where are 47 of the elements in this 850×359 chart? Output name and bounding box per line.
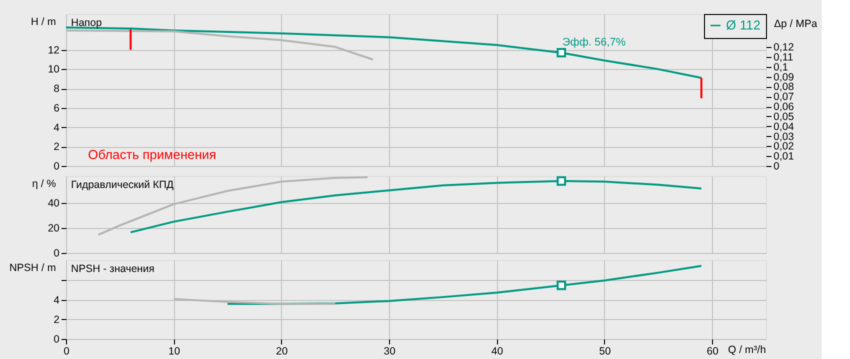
y2-tick-label: 0,12: [774, 42, 794, 54]
y-tick-label: 2: [54, 314, 60, 326]
legend-label: Ø 112: [726, 18, 760, 32]
x-tick-label: 60: [706, 346, 719, 358]
y2-tick-label: 0,01: [774, 150, 794, 163]
y2-tick-label: 0,02: [774, 140, 794, 153]
y-tick-label: 40: [48, 197, 60, 210]
chart-title: NPSH - значения: [71, 263, 154, 275]
y2-tick-label: 0,05: [774, 110, 794, 123]
line-series: [65, 26, 702, 79]
y2-tick-label: 0,04: [774, 120, 794, 133]
y2-tick-label: 0,09: [774, 71, 794, 84]
x-tick-label: 0: [64, 346, 70, 358]
y2-tick-label: 0,1: [774, 61, 788, 74]
annotation: Область применения: [88, 147, 216, 162]
y-axis-title: H / m: [30, 16, 56, 28]
y2-tick-label: 0,08: [774, 81, 794, 94]
y-tick-label: 4: [54, 294, 60, 306]
y2-tick-label: 0,11: [774, 52, 794, 64]
y-tick-label: 8: [54, 83, 60, 96]
line-series: [65, 29, 374, 61]
x-tick-label: 40: [491, 346, 504, 358]
x-tick-label: 30: [384, 346, 396, 358]
x-tick-label: 10: [168, 346, 180, 358]
y-tick-label: 0: [54, 160, 60, 172]
x-axis-title: Q / m³/h: [728, 344, 766, 356]
x-tick-label: 20: [276, 346, 288, 358]
y2-tick-label: 0,03: [774, 130, 794, 143]
y-tick-label: 0: [54, 248, 60, 260]
chart-title: Напор: [71, 17, 102, 29]
y-axis-title: η / %: [32, 178, 56, 190]
y-tick-label: 20: [48, 222, 60, 234]
chart-title: Гидравлический КПД: [71, 179, 174, 191]
y-tick-label: 0: [54, 334, 60, 346]
y-tick-label: 6: [54, 102, 60, 114]
y2-tick-label: 0,07: [774, 91, 794, 104]
y-tick-label: 2: [54, 141, 60, 154]
y2-axis-title: Δp / MPa: [774, 18, 818, 30]
line-series: [226, 264, 702, 305]
x-tick-label: 50: [599, 346, 611, 358]
y-axis-title: NPSH / m: [9, 262, 56, 274]
y-tick-label: 12: [48, 44, 60, 56]
y-tick-label: 4: [54, 122, 60, 134]
y2-tick-label: 0,06: [774, 101, 794, 114]
annotation: Эфф. 56,7%: [562, 36, 626, 49]
y2-tick-label: 0: [774, 160, 780, 172]
y-tick-label: 10: [48, 64, 60, 76]
